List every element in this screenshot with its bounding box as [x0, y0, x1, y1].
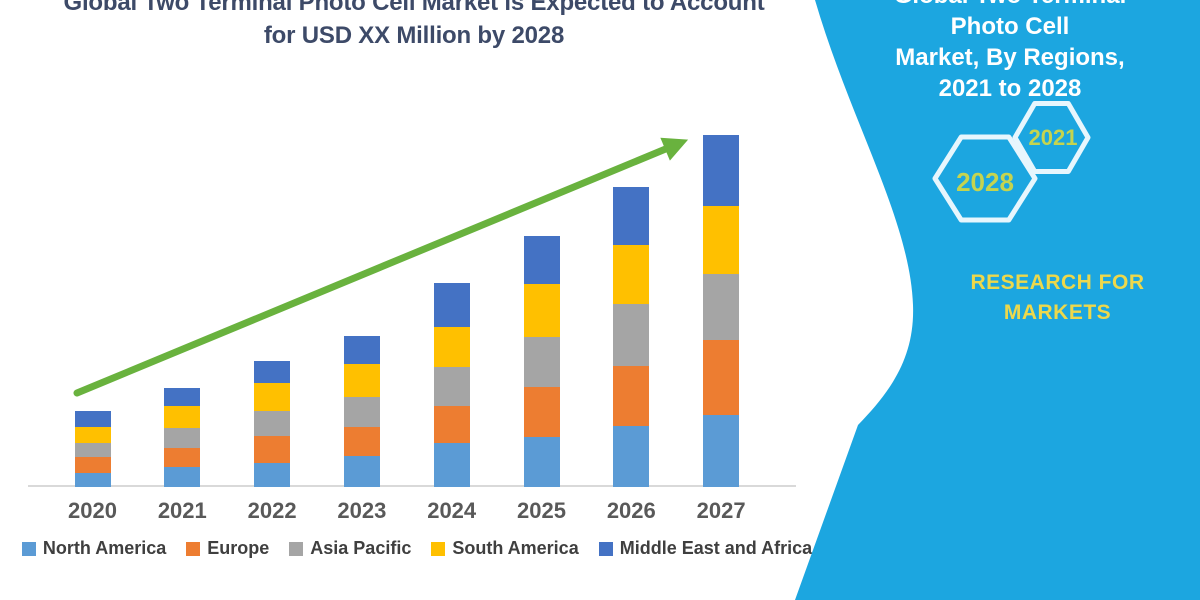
bar-segment-north-america — [523, 437, 560, 487]
x-axis-label-2021: 2021 — [157, 498, 207, 523]
bar-segment-north-america — [433, 443, 470, 487]
bar-segment-north-america — [254, 463, 291, 487]
panel-title: Global Two Terminal Photo Cell Market, B… — [870, 0, 1150, 104]
bar-segment-europe — [254, 436, 291, 463]
hexagon-2021-year: 2021 — [1028, 125, 1078, 150]
bar-segment-north-america — [74, 473, 111, 487]
legend-swatch — [186, 541, 201, 556]
x-axis-label-2024: 2024 — [427, 498, 477, 523]
bar-2022 — [254, 361, 291, 487]
legend-swatch — [598, 541, 613, 556]
x-axis-label-2025: 2025 — [517, 498, 566, 523]
bar-segment-middle-east-and-africa — [703, 135, 740, 206]
brand-line1: RESEARCH FOR — [970, 271, 1145, 294]
x-axis-label-2027: 2027 — [696, 498, 746, 523]
legend-item-south-america: South America — [431, 538, 579, 559]
chart-plot-area: Global Two Terminal Photo Cell Market is… — [21, 0, 812, 558]
chart-title: Global Two Terminal Photo Cell Market is… — [0, 0, 828, 52]
x-axis-label-2026: 2026 — [606, 498, 656, 523]
x-axis-label-2020: 2020 — [68, 498, 117, 523]
bar-segment-asia-pacific — [343, 397, 380, 427]
panel-title-line3: 2021 to 2028 — [938, 75, 1082, 102]
legend-swatch — [21, 541, 36, 556]
hexagon-2021 — [1012, 101, 1091, 174]
panel-title-line2: Market, By Regions, — [895, 44, 1125, 71]
bar-segment-europe — [703, 340, 740, 415]
bar-segment-asia-pacific — [74, 443, 111, 457]
hexagon-badges — [932, 101, 1091, 223]
hexagon-2028 — [932, 134, 1038, 223]
chart-legend: North America Europe Asia Pacific South Ame… — [0, 538, 834, 559]
x-axis-label-2022: 2022 — [247, 498, 297, 523]
legend-item-europe: Europe — [186, 538, 269, 559]
bar-segment-south-america — [164, 406, 201, 428]
panel-swoosh-shape — [795, 0, 1200, 600]
panel-title-line1: Global Two Terminal Photo Cell — [894, 0, 1126, 40]
legend-label: North America — [42, 538, 167, 558]
bar-segment-north-america — [164, 467, 201, 487]
bar-segment-north-america — [613, 426, 650, 487]
legend-label: Middle East and Africa — [619, 538, 813, 558]
bar-2020 — [74, 411, 111, 487]
bar-segment-europe — [74, 457, 111, 473]
bar-segment-europe — [433, 406, 470, 443]
hexagon-2028-year: 2028 — [956, 167, 1014, 197]
chart-title-line2: for USD XX Million by 2028 — [263, 22, 565, 49]
bar-segment-middle-east-and-africa — [74, 411, 111, 427]
legend-item-north-america: North America — [21, 538, 167, 559]
bar-segment-north-america — [343, 456, 380, 487]
bar-2027 — [703, 135, 740, 487]
legend-swatch — [431, 541, 446, 556]
legend-swatch — [289, 541, 304, 556]
legend-item-middle-east-and-africa: Middle East and Africa — [598, 538, 813, 559]
x-axis-line — [28, 485, 796, 487]
legend-item-asia-pacific: Asia Pacific — [289, 538, 411, 559]
bar-segment-europe — [164, 448, 201, 467]
bar-segment-south-america — [703, 206, 740, 274]
legend-label: Asia Pacific — [310, 538, 412, 558]
x-axis-label-2023: 2023 — [337, 498, 387, 523]
bar-segment-asia-pacific — [254, 411, 291, 436]
bar-segment-north-america — [703, 415, 740, 487]
bar-segment-asia-pacific — [164, 428, 201, 448]
bar-segment-europe — [343, 427, 380, 456]
chart-title-line1: Global Two Terminal Photo Cell Market is… — [63, 0, 765, 16]
brand-name: RESEARCH FOR MARKETS — [915, 268, 1200, 328]
legend-label: Europe — [207, 538, 270, 558]
brand-line2: MARKETS — [1003, 301, 1112, 324]
bar-2021 — [164, 388, 201, 487]
legend-label: South America — [452, 538, 579, 558]
bar-segment-south-america — [74, 427, 111, 443]
bar-segment-asia-pacific — [703, 274, 740, 340]
